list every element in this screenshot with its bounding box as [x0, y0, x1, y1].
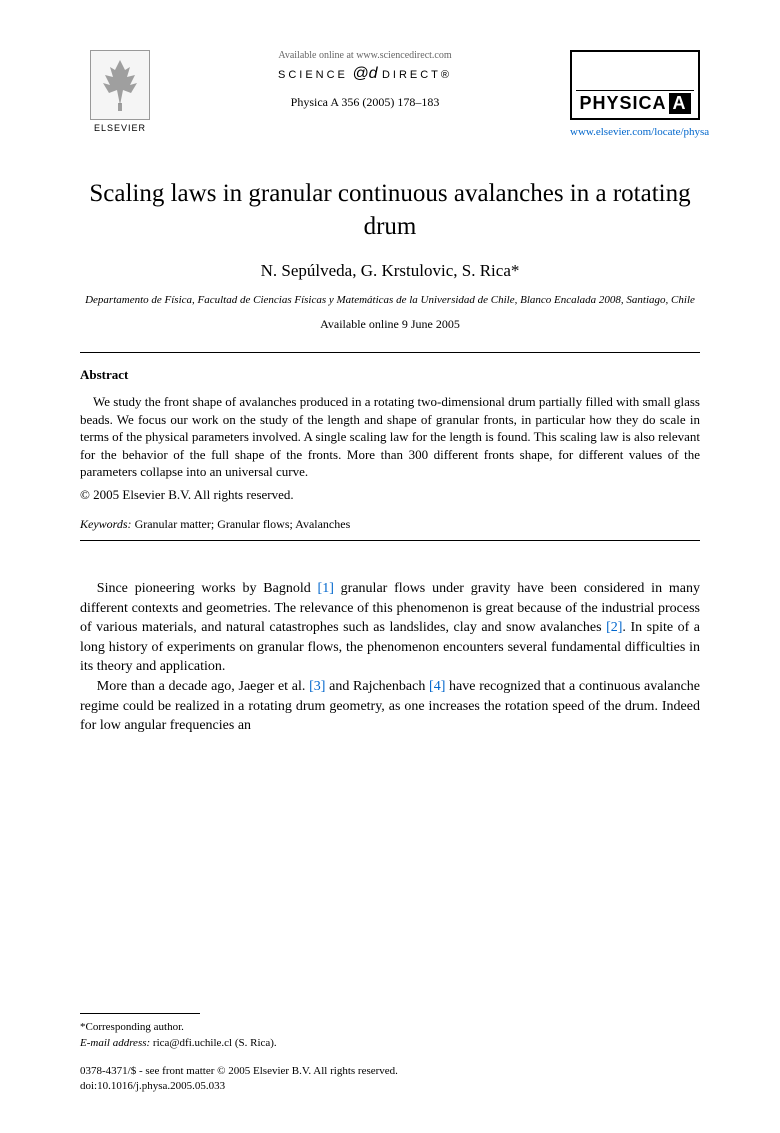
- available-online-text: Available online at www.sciencedirect.co…: [180, 50, 550, 61]
- body-p2-a: More than a decade ago, Jaeger et al.: [97, 679, 309, 694]
- publication-date: Available online 9 June 2005: [80, 317, 700, 332]
- page-header: ELSEVIER Available online at www.science…: [80, 50, 700, 138]
- keywords-line: Keywords: Granular matter; Granular flow…: [80, 517, 700, 532]
- physica-title: PHYSICAA: [576, 90, 694, 114]
- physica-label: PHYSICA: [579, 93, 666, 113]
- journal-brand-block: PHYSICAA www.elsevier.com/locate/physa: [570, 50, 700, 138]
- authors-list: N. Sepúlveda, G. Krstulovic, S. Rica*: [80, 261, 700, 281]
- physica-letter: A: [669, 93, 691, 114]
- physica-logo-box: PHYSICAA: [570, 50, 700, 120]
- article-title: Scaling laws in granular continuous aval…: [80, 178, 700, 243]
- elsevier-tree-icon: [90, 50, 150, 120]
- publisher-block: ELSEVIER: [80, 50, 160, 133]
- science-direct-suffix: DIRECT®: [382, 69, 452, 81]
- at-symbol-icon: @d: [348, 65, 382, 82]
- science-direct-prefix: SCIENCE: [278, 69, 348, 81]
- abstract-heading: Abstract: [80, 367, 700, 383]
- journal-reference: Physica A 356 (2005) 178–183: [180, 95, 550, 110]
- corresponding-author-note: *Corresponding author.: [80, 1020, 700, 1034]
- issn-line: 0378-4371/$ - see front matter © 2005 El…: [80, 1064, 700, 1078]
- header-center: Available online at www.sciencedirect.co…: [160, 50, 570, 110]
- divider-bottom: [80, 540, 700, 541]
- body-paragraph-1: Since pioneering works by Bagnold [1] gr…: [80, 579, 700, 677]
- citation-link-1[interactable]: [1]: [318, 581, 334, 596]
- email-label: E-mail address:: [80, 1037, 150, 1049]
- science-direct-logo: SCIENCE @d DIRECT®: [180, 65, 550, 83]
- publisher-name: ELSEVIER: [94, 123, 146, 133]
- citation-link-3[interactable]: [3]: [309, 679, 325, 694]
- citation-link-4[interactable]: [4]: [429, 679, 445, 694]
- abstract-text: We study the front shape of avalanches p…: [80, 393, 700, 481]
- citation-link-2[interactable]: [2]: [606, 620, 622, 635]
- footnote-divider: [80, 1013, 200, 1014]
- keywords-label: Keywords:: [80, 517, 132, 531]
- email-address: rica@dfi.uchile.cl (S. Rica).: [150, 1037, 277, 1049]
- divider-top: [80, 352, 700, 353]
- body-p2-b: and Rajchenbach: [325, 679, 429, 694]
- affiliation: Departamento de Física, Facultad de Cien…: [80, 293, 700, 307]
- keywords-text: Granular matter; Granular flows; Avalanc…: [132, 517, 351, 531]
- abstract-copyright: © 2005 Elsevier B.V. All rights reserved…: [80, 487, 700, 503]
- journal-url-link[interactable]: www.elsevier.com/locate/physa: [570, 126, 700, 138]
- issn-block: 0378-4371/$ - see front matter © 2005 El…: [80, 1064, 700, 1093]
- body-p1-a: Since pioneering works by Bagnold: [97, 581, 318, 596]
- doi-line: doi:10.1016/j.physa.2005.05.033: [80, 1079, 700, 1093]
- page-footer: *Corresponding author. E-mail address: r…: [80, 1013, 700, 1093]
- body-paragraph-2: More than a decade ago, Jaeger et al. [3…: [80, 677, 700, 736]
- email-footnote: E-mail address: rica@dfi.uchile.cl (S. R…: [80, 1036, 700, 1050]
